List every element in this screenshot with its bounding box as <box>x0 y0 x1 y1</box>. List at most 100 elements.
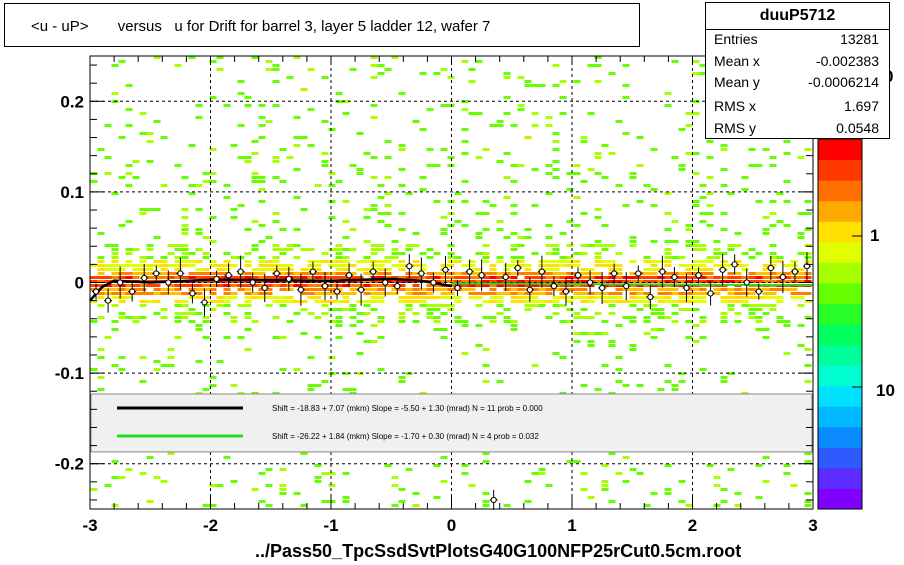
profile-point <box>647 293 654 301</box>
heatmap-cell <box>398 316 406 319</box>
heatmap-cell <box>538 468 546 471</box>
heatmap-cell <box>566 256 574 259</box>
heatmap-cell <box>489 272 497 275</box>
heatmap-cell <box>510 284 518 287</box>
heatmap-cell <box>440 288 448 291</box>
profile-point <box>538 268 545 275</box>
heatmap-cell <box>790 292 798 295</box>
heatmap-cell <box>223 268 231 271</box>
heatmap-cell <box>426 248 434 251</box>
heatmap-cell <box>384 256 392 259</box>
stats-row-entries: Entries 13281 <box>714 31 879 51</box>
heatmap-cell <box>517 108 525 111</box>
heatmap-cell <box>608 152 616 155</box>
heatmap-cell <box>594 208 602 211</box>
heatmap-cell <box>748 148 756 151</box>
heatmap-cell <box>657 312 665 315</box>
heatmap-cell <box>111 252 119 255</box>
heatmap-cell <box>762 276 770 279</box>
heatmap-cell <box>447 252 455 255</box>
heatmap-cell <box>503 280 511 283</box>
heatmap-cell <box>685 124 693 127</box>
heatmap-cell <box>398 260 406 263</box>
heatmap-cell <box>545 124 553 127</box>
heatmap-cell <box>538 292 546 295</box>
heatmap-cell <box>762 292 770 295</box>
heatmap-cell <box>391 276 399 279</box>
heatmap-cell <box>594 56 602 59</box>
heatmap-cell <box>111 92 119 95</box>
heatmap-cell <box>769 292 777 295</box>
heatmap-cell <box>293 244 301 247</box>
heatmap-cell <box>517 280 525 283</box>
heatmap-cell <box>188 264 196 267</box>
heatmap-cell <box>139 132 147 135</box>
heatmap-cell <box>657 308 665 311</box>
heatmap-cell <box>804 348 812 351</box>
heatmap-cell <box>664 228 672 231</box>
heatmap-cell <box>587 272 595 275</box>
heatmap-cell <box>489 292 497 295</box>
heatmap-cell <box>272 160 280 163</box>
heatmap-cell <box>664 288 672 291</box>
heatmap-cell <box>580 136 588 139</box>
heatmap-cell <box>657 288 665 291</box>
heatmap-cell <box>111 264 119 267</box>
heatmap-cell <box>566 460 574 463</box>
heatmap-cell <box>699 248 707 251</box>
heatmap-cell <box>503 504 511 507</box>
heatmap-cell <box>797 232 805 235</box>
heatmap-cell <box>321 260 329 263</box>
heatmap-cell <box>188 184 196 187</box>
heatmap-cell <box>804 260 812 263</box>
heatmap-cell <box>209 260 217 263</box>
heatmap-cell <box>300 292 308 295</box>
heatmap-cell <box>447 276 455 279</box>
heatmap-cell <box>244 280 252 283</box>
heatmap-cell <box>545 172 553 175</box>
heatmap-cell <box>552 260 560 263</box>
heatmap-cell <box>720 500 728 503</box>
heatmap-cell <box>552 140 560 143</box>
heatmap-cell <box>706 256 714 259</box>
heatmap-cell <box>454 260 462 263</box>
heatmap-cell <box>559 320 567 323</box>
heatmap-cell <box>475 324 483 327</box>
heatmap-cell <box>335 264 343 267</box>
heatmap-cell <box>734 300 742 303</box>
heatmap-cell <box>489 296 497 299</box>
heatmap-cell <box>412 120 420 123</box>
heatmap-cell <box>398 276 406 279</box>
heatmap-cell <box>188 260 196 263</box>
heatmap-cell <box>139 264 147 267</box>
heatmap-cell <box>713 252 721 255</box>
heatmap-cell <box>132 320 140 323</box>
heatmap-cell <box>244 304 252 307</box>
heatmap-cell <box>118 284 126 287</box>
heatmap-cell <box>783 280 791 283</box>
heatmap-cell <box>678 280 686 283</box>
heatmap-cell <box>636 136 644 139</box>
heatmap-cell <box>328 292 336 295</box>
heatmap-cell <box>272 256 280 259</box>
heatmap-cell <box>510 272 518 275</box>
heatmap-cell <box>258 472 266 475</box>
heatmap-cell <box>650 296 658 299</box>
heatmap-cell <box>776 192 784 195</box>
profile-point <box>695 272 702 279</box>
heatmap-cell <box>468 112 476 115</box>
heatmap-cell <box>489 300 497 303</box>
heatmap-cell <box>272 336 280 339</box>
heatmap-cell <box>293 300 301 303</box>
profile-point <box>442 266 449 273</box>
palette-band <box>818 324 862 346</box>
heatmap-cell <box>230 280 238 283</box>
heatmap-cell <box>146 132 154 135</box>
heatmap-cell <box>335 316 343 319</box>
profile-point <box>743 279 750 286</box>
heatmap-cell <box>132 276 140 279</box>
heatmap-cell <box>545 272 553 275</box>
heatmap-cell <box>608 296 616 299</box>
heatmap-cell <box>377 260 385 263</box>
heatmap-cell <box>230 284 238 287</box>
